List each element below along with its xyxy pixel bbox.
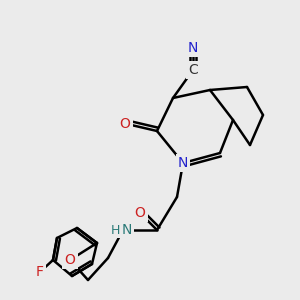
Text: O: O <box>120 117 130 131</box>
Text: N: N <box>122 223 132 237</box>
Text: O: O <box>64 253 75 267</box>
Text: F: F <box>36 265 44 279</box>
Text: C: C <box>188 63 198 77</box>
Text: H: H <box>110 224 120 236</box>
Text: O: O <box>135 206 146 220</box>
Text: N: N <box>188 41 198 55</box>
Text: N: N <box>178 156 188 170</box>
